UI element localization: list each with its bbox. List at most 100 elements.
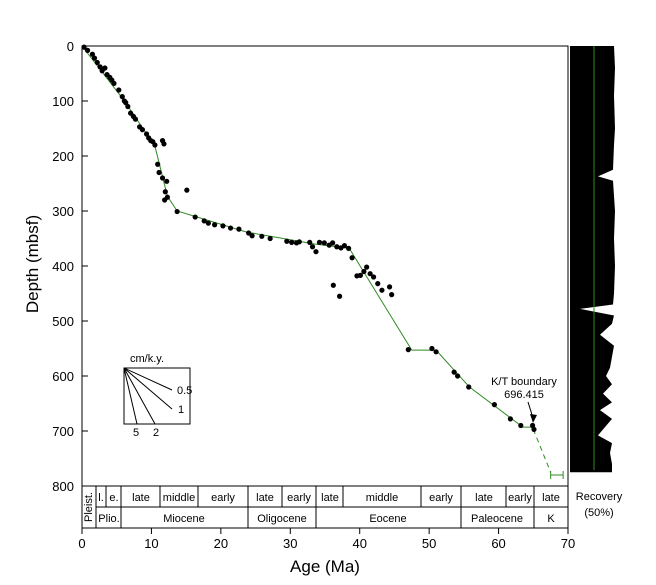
subepoch-late-oligocene: late [256,492,274,504]
sedimentation-line [81,45,564,479]
sed-rate-label-1: 1 [178,404,184,416]
y-tick-label: 300 [52,204,74,219]
datum-point [466,384,472,390]
subepoch-early-oligocene: early [287,492,311,504]
x-tick-label: 20 [214,536,228,551]
datum-point [91,55,98,61]
x-tick-label: 50 [422,536,436,551]
sed-rate-curve [81,45,534,428]
y-tick-label: 200 [52,149,74,164]
datum-points [81,44,537,432]
datum-point [192,214,198,220]
sed-rate-label-2: 2 [153,427,159,439]
datum-point [143,131,150,137]
datum-point [284,238,290,244]
sed-rate-key-title: cm/k.y. [130,353,164,365]
datum-point [405,347,411,353]
datum-point [307,239,313,245]
datum-point [259,233,265,239]
sed-rate-line-2 [123,367,156,425]
y-tick-label: 800 [52,479,74,494]
datum-point [89,51,96,57]
y-tick-label: 0 [67,39,74,54]
datum-point [205,220,211,226]
recovery-percent: (50%) [584,507,613,519]
subepoch-early-plio: e. [109,492,118,504]
kt-arrow-head [530,414,537,423]
subepoch-late-eocene: late [321,492,339,504]
datum-point [433,349,439,355]
x-tick-label: 70 [561,536,575,551]
epoch-oligocene: Oligocene [257,513,307,525]
datum-point [289,239,295,245]
sed-rate-label-0-5: 0.5 [177,385,192,397]
y-tick-label: 500 [52,314,74,329]
datum-point [116,87,122,93]
datum-point [84,47,91,54]
datum-point [184,187,190,193]
datum-point [102,65,108,71]
epoch-pliocene: Plio. [98,513,119,525]
x-tick-label: 0 [78,536,85,551]
datum-point [156,169,162,176]
datum-point [81,44,87,50]
datum-point [132,116,139,122]
epoch-eocene: Eocene [369,513,406,525]
recovery-column: Recovery (50%) [570,46,623,519]
datum-point [97,64,103,70]
datum-point [249,233,255,239]
datum-point [111,80,117,86]
datum-point [155,161,161,167]
subepoch-late-paleocene: late [475,492,493,504]
y-axis-title: Depth (mbsf) [23,215,42,313]
datum-point [161,141,167,147]
datum-point [152,142,158,148]
kt-boundary-label: K/T boundary [491,376,557,388]
subepoch-pleist: Pleist. [83,492,95,522]
subepoch-late-k: late [542,492,560,504]
datum-point [375,281,381,287]
datum-point [429,345,435,352]
epoch-band: Pleist. l. e. late middle early late ear… [81,485,569,529]
x-axis-ticks: 0 10 20 30 40 50 60 70 [78,527,575,551]
sed-rate-curve-dashed [532,429,552,473]
datum-point [341,243,348,249]
datum-point [379,287,385,293]
datum-point [162,189,168,195]
datum-point [139,127,146,133]
y-axis-ticks: 0 100 200 300 400 500 600 700 800 [52,39,88,494]
epoch-paleocene: Paleocene [471,513,523,525]
y-tick-label: 400 [52,259,74,274]
datum-point [164,178,170,184]
datum-point [330,282,336,288]
recovery-label: Recovery [576,491,623,503]
subepoch-middle-miocene: middle [163,492,195,504]
datum-point [357,272,364,278]
datum-point [507,416,513,422]
subepoch-middle-eocene: middle [366,492,398,504]
datum-point [236,226,242,232]
subepoch-early-miocene: early [211,492,235,504]
datum-point [321,240,327,246]
datum-point [220,223,226,229]
sed-rate-line-5 [123,367,138,425]
x-tick-label: 10 [144,536,158,551]
datum-point [367,271,373,277]
datum-point [174,208,180,215]
datum-point [201,218,207,224]
datum-point [246,230,252,236]
sed-rate-label-5: 5 [133,427,139,439]
datum-point [309,244,316,250]
datum-point [455,373,461,379]
datum-point [227,225,234,231]
x-axis-title: Age (Ma) [290,557,360,576]
x-tick-label: 30 [283,536,297,551]
datum-point [330,240,336,246]
datum-point [389,292,395,298]
datum-point [371,274,377,280]
datum-point [94,59,100,66]
sed-rate-line-0-5 [123,367,173,391]
datum-point [491,402,498,408]
kt-boundary-depth: 696.415 [504,389,544,401]
